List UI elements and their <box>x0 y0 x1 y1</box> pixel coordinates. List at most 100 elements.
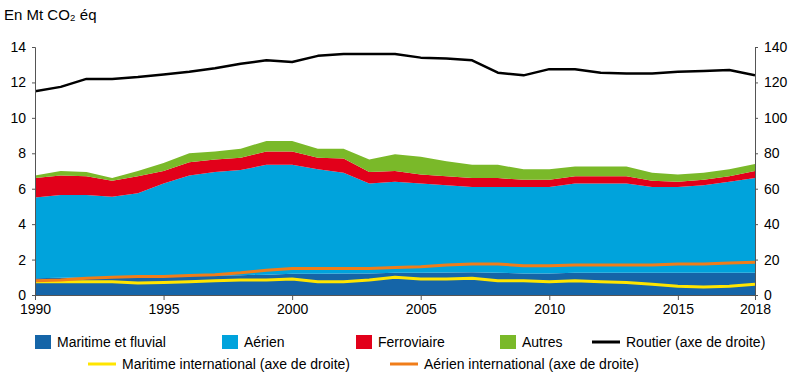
tick: 2010 <box>534 295 565 317</box>
y2-tick-label: 60 <box>764 181 780 197</box>
x-tick-label: 1990 <box>20 301 51 317</box>
tick: 10 <box>10 110 35 126</box>
chart: 1990199520002005201020152018024681012140… <box>0 0 800 382</box>
tick: 100 <box>755 110 788 126</box>
legend: Maritime et fluvial Aérien Ferroviaire Autr… <box>35 334 765 372</box>
y2-tick <box>755 224 758 225</box>
y2-tick <box>755 47 758 48</box>
x-tick <box>549 295 550 300</box>
y2-tick-label: 0 <box>764 287 772 303</box>
legend-swatch <box>500 335 516 349</box>
y-tick <box>32 82 35 83</box>
y2-tick <box>755 260 758 261</box>
tick: 80 <box>755 145 780 161</box>
tick: 2015 <box>663 295 694 317</box>
x-tick-label: 1995 <box>148 301 179 317</box>
legend-item: Ferroviaire <box>356 334 445 350</box>
y-tick <box>32 295 35 296</box>
axis: 0 2 4 6 8 10 12 14 <box>10 39 35 303</box>
y2-tick <box>755 295 758 296</box>
tick: 0 <box>755 287 772 303</box>
plot-area <box>35 54 755 295</box>
y-tick-label: 10 <box>10 110 26 126</box>
legend-label: Autres <box>522 334 562 350</box>
y-tick <box>32 153 35 154</box>
y2-tick <box>755 153 758 154</box>
legend-swatch <box>88 363 116 366</box>
axis: 1990 1995 2000 2005 2010 2015 2018 <box>20 295 771 317</box>
x-tick <box>421 295 422 300</box>
y-tick-label: 6 <box>18 181 26 197</box>
y-tick-label: 12 <box>10 74 26 90</box>
y2-tick <box>755 82 758 83</box>
legend-item: Aérien international (axe de droite) <box>390 356 639 372</box>
tick: 60 <box>755 181 780 197</box>
legend-item: Aérien <box>222 334 284 350</box>
tick: 0 <box>18 287 35 303</box>
y2-tick-label: 140 <box>764 39 788 55</box>
tick: 6 <box>18 181 35 197</box>
legend-swatch <box>390 363 418 366</box>
tick: 40 <box>755 216 780 232</box>
legend-swatch <box>356 335 372 349</box>
tick: 140 <box>755 39 788 55</box>
x-tick-label: 2010 <box>534 301 565 317</box>
tick: 2005 <box>406 295 437 317</box>
legend-label: Ferroviaire <box>378 334 445 350</box>
legend-item: Maritime international (axe de droite) <box>88 356 350 372</box>
x-tick-label: 2005 <box>406 301 437 317</box>
y-tick <box>32 189 35 190</box>
x-tick <box>678 295 679 300</box>
y-tick <box>32 260 35 261</box>
legend-label: Maritime international (axe de droite) <box>122 356 350 372</box>
y2-tick-label: 120 <box>764 74 788 90</box>
x-tick <box>292 295 293 300</box>
y-tick <box>32 47 35 48</box>
axis-title: En Mt CO₂ éq <box>4 6 97 23</box>
y2-tick-label: 20 <box>764 252 780 268</box>
x-tick <box>164 295 165 300</box>
legend-item: Routier (axe de droite) <box>592 334 765 350</box>
axis: 0 20 40 60 80 100 120 140 <box>755 39 788 303</box>
legend-swatch <box>35 335 51 349</box>
tick: 12 <box>10 74 35 90</box>
legend-label: Aérien international (axe de droite) <box>424 356 639 372</box>
y-tick-label: 0 <box>18 287 26 303</box>
y2-tick-label: 80 <box>764 145 780 161</box>
tick: 120 <box>755 74 788 90</box>
y2-tick <box>755 189 758 190</box>
y2-tick-label: 100 <box>764 110 788 126</box>
y2-tick-label: 40 <box>764 216 780 232</box>
line-series <box>35 262 755 281</box>
tick: 1995 <box>148 295 179 317</box>
x-tick-label: 2018 <box>740 301 771 317</box>
area-series <box>35 141 755 182</box>
y-tick <box>32 118 35 119</box>
tick: 14 <box>10 39 35 55</box>
legend-item: Maritime et fluvial <box>35 334 166 350</box>
axis-line <box>756 48 759 296</box>
y-tick-label: 8 <box>18 145 26 161</box>
y-tick <box>32 224 35 225</box>
y-tick-label: 4 <box>18 216 26 232</box>
legend-label: Routier (axe de droite) <box>626 334 765 350</box>
axis-line <box>36 296 756 301</box>
axis-line <box>32 48 36 296</box>
y2-tick <box>755 118 758 119</box>
tick: 20 <box>755 252 780 268</box>
legend-label: Aérien <box>244 334 284 350</box>
tick: 4 <box>18 216 35 232</box>
x-tick-label: 2000 <box>277 301 308 317</box>
legend-label: Maritime et fluvial <box>57 334 166 350</box>
legend-swatch <box>222 335 238 349</box>
tick: 2000 <box>277 295 308 317</box>
y-tick-label: 2 <box>18 252 26 268</box>
line-series <box>35 277 755 287</box>
tick: 2 <box>18 252 35 268</box>
legend-swatch <box>592 341 620 344</box>
y-tick-label: 14 <box>10 39 26 55</box>
line-series <box>35 54 755 91</box>
x-tick-label: 2015 <box>663 301 694 317</box>
legend-item: Autres <box>500 334 562 350</box>
tick: 8 <box>18 145 35 161</box>
